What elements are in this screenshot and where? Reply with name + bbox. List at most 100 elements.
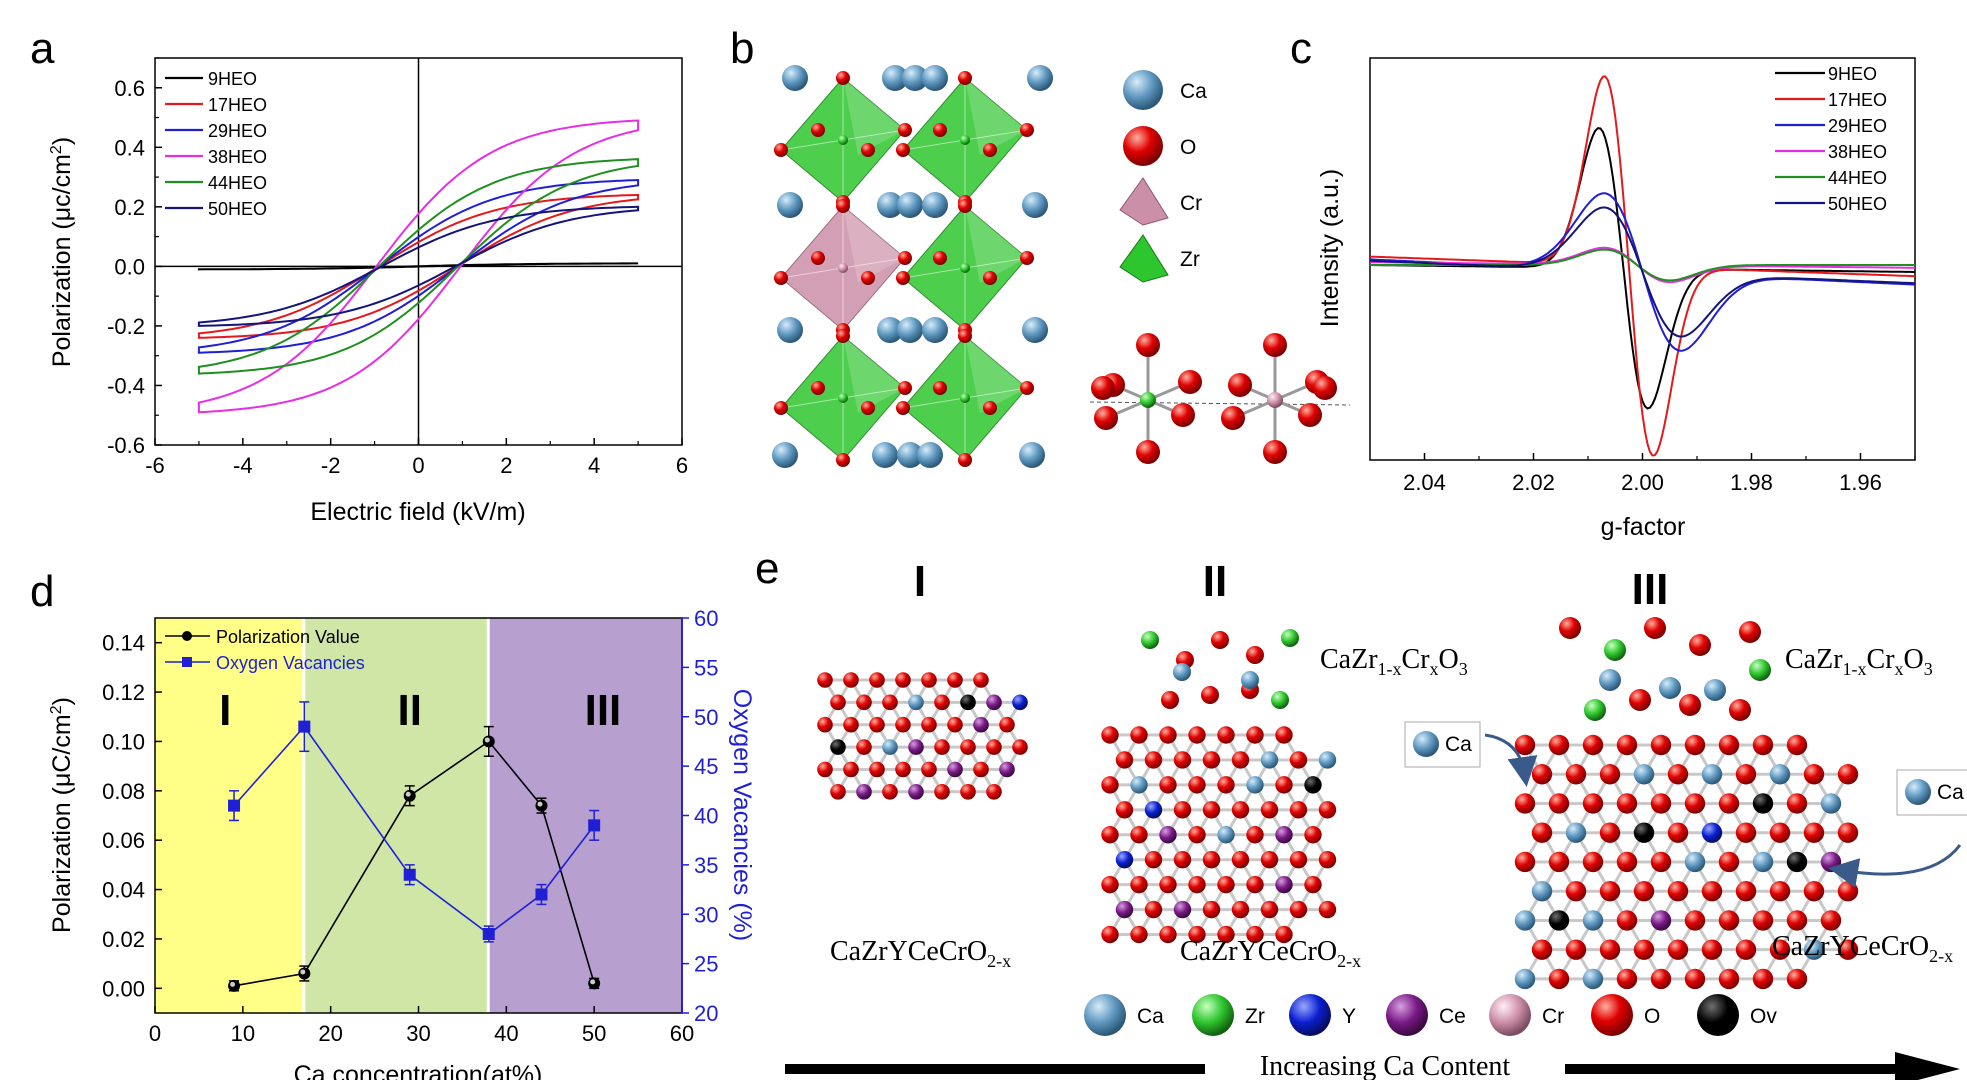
o-atom — [1735, 881, 1757, 902]
ca-atom — [1514, 968, 1536, 990]
chart-d-ytick-label: 0.00 — [102, 976, 145, 1001]
ce-atom — [1173, 900, 1192, 919]
chart-d-ytick-label: 0.04 — [102, 878, 145, 903]
o-atom — [1514, 734, 1536, 756]
vacancy-point — [482, 928, 495, 940]
ov-atom — [1752, 793, 1774, 814]
ca-tag-label-right: Ca — [1937, 781, 1964, 804]
chart-d-legend-label: Polarization Value — [216, 627, 360, 647]
o-atom — [1616, 793, 1638, 814]
chart-d-ytick-right-label: 30 — [694, 902, 718, 927]
ca-atom — [1752, 851, 1774, 873]
chart-a-ylabel: Polarization (μc/cm2) — [48, 137, 76, 367]
o-atom — [1701, 881, 1723, 902]
o-atom — [1667, 764, 1689, 785]
series-line-1 — [233, 725, 595, 935]
overlayer-atom — [1604, 639, 1626, 661]
chart-a-loops — [197, 119, 640, 414]
chart-a-ytick-label: -0.2 — [107, 314, 145, 339]
o-atom — [1718, 910, 1740, 931]
ce-atom — [947, 761, 963, 778]
o-atom — [1667, 939, 1689, 960]
o-atom — [1701, 939, 1723, 960]
chart-d-xtick-label: 20 — [318, 1021, 342, 1046]
perovskite-structure: Ca O Cr Zr — [772, 65, 1351, 468]
chart-d-ytick-right-label: 25 — [694, 952, 718, 977]
o-atom — [1531, 939, 1553, 960]
chart-d-ytick-label: 0.14 — [102, 631, 145, 656]
o-atom — [921, 761, 937, 778]
o-atom — [1263, 440, 1287, 464]
structure-legend: Ca O Cr Zr — [1119, 70, 1207, 283]
o-atom — [1231, 751, 1250, 769]
ov-atom — [830, 739, 846, 755]
polarization-point-highlight — [230, 981, 236, 987]
o-atom — [1159, 776, 1177, 794]
ca-atom — [917, 442, 943, 468]
vacancy-point — [298, 720, 311, 733]
schematic-legend-sphere-cr — [1489, 994, 1531, 1036]
chart-a-legend: 9HEO 17HEO 29HEO 38HEO 44HEO 50HEO — [165, 69, 267, 219]
o-atom — [933, 123, 947, 137]
o-atom — [1260, 851, 1279, 869]
ca-atom — [1019, 442, 1045, 468]
chart-a-ytick-label: 0.2 — [114, 195, 145, 220]
o-atom — [856, 739, 872, 755]
o-atom — [1667, 881, 1689, 902]
o-atom — [1616, 968, 1638, 990]
o-atom — [836, 71, 850, 85]
ca-atom — [782, 65, 808, 91]
o-atom — [1318, 801, 1337, 819]
o-atom — [843, 672, 859, 688]
ca-atom — [1022, 317, 1048, 343]
chart-a-xtick-label: -6 — [145, 453, 165, 478]
overlayer-ca-atom — [1173, 663, 1191, 681]
o-atom — [1171, 403, 1195, 427]
o-atom — [843, 716, 859, 733]
chart-c-xtick-label: 1.98 — [1730, 470, 1773, 495]
chart-a-ticks: -6 -4 -2 0 2 4 6 -0.6 -0.4 -0.2 0.0 0.2 0.4 0.6 — [107, 57, 688, 478]
o-atom — [861, 143, 875, 157]
o-atom — [983, 143, 997, 157]
o-atom — [1599, 881, 1621, 902]
legend-ca-label: Ca — [1180, 80, 1207, 103]
o-atom — [1202, 801, 1221, 819]
legend-cr-label: Cr — [1180, 192, 1202, 215]
o-atom — [1188, 875, 1206, 894]
zr-atom — [960, 263, 970, 273]
chart-d-xtick-label: 0 — [149, 1021, 161, 1046]
ov-atom — [1548, 910, 1570, 931]
o-atom — [983, 271, 997, 285]
ca-atom — [897, 442, 923, 468]
o-atom — [1136, 440, 1160, 464]
o-atom — [1289, 801, 1308, 819]
vacancy-point — [228, 799, 241, 812]
region-label-II: II — [397, 686, 421, 735]
o-atom — [861, 401, 875, 415]
o-atom — [1313, 376, 1337, 400]
o-atom — [1803, 881, 1825, 902]
schematic-legend-label: Y — [1342, 1005, 1356, 1028]
o-atom — [896, 401, 910, 415]
overlayer-atom — [1161, 691, 1179, 709]
legend-zr-label: Zr — [1180, 248, 1200, 271]
panel-letter-a: a — [30, 24, 55, 73]
region-separator — [302, 618, 306, 1013]
schematic-legend-label: Ov — [1750, 1005, 1777, 1028]
hysteresis-loop-44HEO — [197, 158, 640, 375]
y-atom — [1115, 851, 1134, 869]
epr-curve-9HEO — [1370, 127, 1915, 410]
o-atom — [1786, 968, 1808, 990]
chart-a-ytick-label: -0.4 — [107, 373, 145, 398]
chart-a-xtick-label: 2 — [500, 453, 512, 478]
ca-atom — [1769, 764, 1791, 785]
chart-d-ticks: 0 10 20 30 40 50 60 0.00 0.02 0.04 0.06 0.08 0.10 0.1… — [102, 606, 718, 1046]
ca-atom — [1701, 764, 1723, 785]
chart-a-legend-label: 29HEO — [208, 121, 267, 141]
o-atom — [1650, 851, 1672, 873]
o-atom — [958, 71, 972, 85]
o-atom — [1275, 776, 1293, 794]
ce-atom — [1820, 851, 1842, 873]
chart-a-xlabel: Electric field (kV/m) — [310, 498, 525, 526]
chart-d-legend-marker — [182, 631, 192, 641]
